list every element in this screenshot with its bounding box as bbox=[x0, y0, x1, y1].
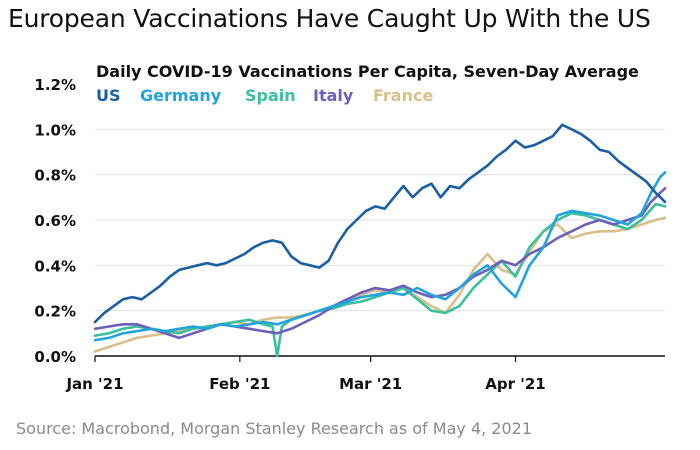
legend-item-us: US bbox=[96, 86, 121, 105]
y-axis-ticks: 0.0% 0.2% 0.4% 0.6% 0.8% 1.0% 1.2% bbox=[34, 76, 76, 366]
series-line-us bbox=[93, 123, 667, 324]
series-line-france bbox=[93, 216, 667, 353]
series-line-spain bbox=[93, 202, 667, 358]
source-note: Source: Macrobond, Morgan Stanley Resear… bbox=[16, 419, 533, 438]
x-axis-ticks: Jan '21 Feb '21 Mar '21 Apr '21 bbox=[65, 356, 546, 393]
y-tick-label: 1.2% bbox=[34, 76, 76, 94]
y-tick-label: 0.0% bbox=[34, 348, 76, 366]
y-tick-label: 0.8% bbox=[34, 167, 76, 185]
series-lines bbox=[93, 123, 667, 358]
x-tick-label: Mar '21 bbox=[339, 375, 402, 393]
legend-item-spain: Spain bbox=[245, 86, 296, 105]
line-chart: 0.0% 0.2% 0.4% 0.6% 0.8% 1.0% 1.2% Jan '21 Feb … bbox=[34, 62, 667, 393]
series-line-italy bbox=[93, 187, 667, 340]
legend-item-italy: Italy bbox=[313, 86, 354, 105]
y-tick-label: 1.0% bbox=[34, 121, 76, 139]
chart-subtitle: Daily COVID-19 Vaccinations Per Capita, … bbox=[96, 62, 639, 81]
x-tick-label: Jan '21 bbox=[65, 375, 123, 393]
legend-item-germany: Germany bbox=[140, 86, 222, 105]
series-line-germany bbox=[93, 171, 667, 342]
legend-item-france: France bbox=[373, 86, 433, 105]
legend: US Germany Spain Italy France bbox=[96, 86, 433, 105]
y-tick-label: 0.6% bbox=[34, 212, 76, 230]
chart-headline: European Vaccinations Have Caught Up Wit… bbox=[8, 4, 651, 33]
y-tick-label: 0.4% bbox=[34, 257, 76, 275]
gridlines bbox=[95, 128, 665, 312]
x-tick-label: Feb '21 bbox=[209, 375, 270, 393]
x-tick-label: Apr '21 bbox=[485, 375, 545, 393]
y-tick-label: 0.2% bbox=[34, 303, 76, 321]
